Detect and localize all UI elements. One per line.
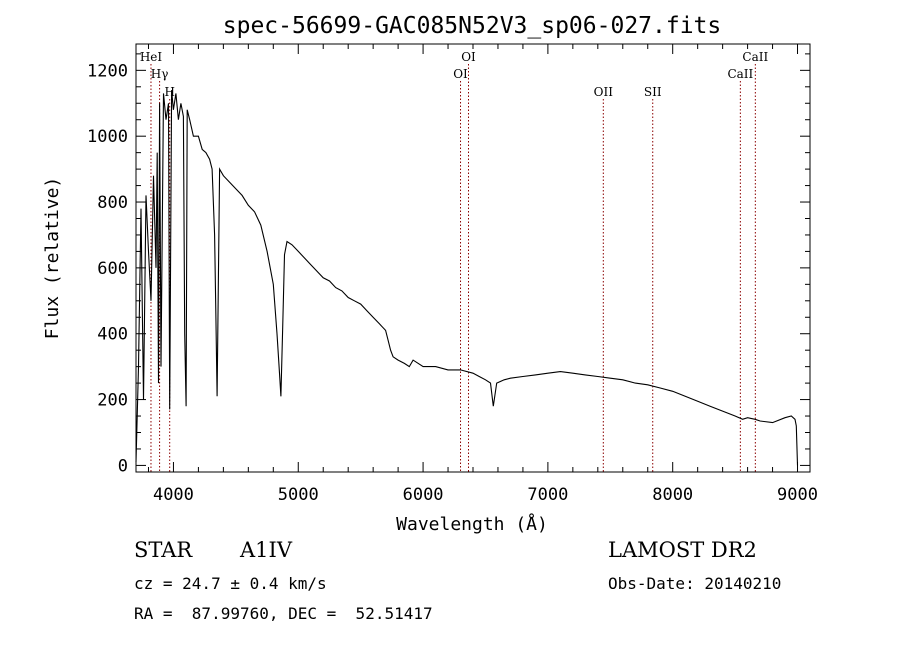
y-tick-label: 800 — [97, 193, 128, 213]
line-marker-label: OII — [594, 85, 614, 99]
plot-frame — [135, 43, 811, 473]
line-marker-label: CaII — [727, 67, 753, 81]
line-marker-label: OI — [461, 50, 476, 64]
line-marker-label: H — [164, 85, 174, 99]
x-tick-label: 4000 — [153, 485, 194, 505]
y-tick-label: 1000 — [87, 127, 128, 147]
x-tick-label: 8000 — [652, 485, 693, 505]
object-class: STAR — [134, 538, 193, 562]
line-marker-label: CaII — [742, 50, 768, 64]
line-marker-label: OI — [453, 67, 468, 81]
line-marker-label: Hγ — [151, 67, 169, 81]
y-axis: 0 200 400 600 800 1000 1200 — [87, 53, 810, 476]
y-axis-label: Flux (relative) — [42, 177, 63, 340]
y-tick-label: 600 — [97, 259, 128, 279]
line-marker-label: HeI — [140, 50, 163, 64]
x-tick-label: 9000 — [777, 485, 818, 505]
x-axis-label: Wavelength (Å) — [396, 513, 548, 535]
chart-title: spec-56699-GAC085N52V3_sp06-027.fits — [223, 13, 722, 39]
x-tick-label: 7000 — [527, 485, 568, 505]
obs-date: Obs-Date: 20140210 — [608, 574, 782, 593]
subclass: A1IV — [240, 538, 292, 562]
y-tick-label: 400 — [97, 325, 128, 345]
spectrum-line — [135, 90, 799, 466]
x-tick-label: 6000 — [403, 485, 444, 505]
redshift-cz: cz = 24.7 ± 0.4 km/s — [134, 574, 327, 593]
emission-line-markers: HeI Hγ H OI OI OII SII CaII CaII — [140, 50, 768, 472]
x-tick-label: 5000 — [278, 485, 319, 505]
x-axis: 4000 5000 6000 7000 8000 9000 — [147, 44, 818, 505]
line-marker-label: SII — [644, 85, 662, 99]
y-tick-label: 1200 — [87, 61, 128, 81]
y-tick-label: 0 — [118, 456, 128, 476]
y-tick-label: 200 — [97, 391, 128, 411]
coordinates: RA = 87.99760, DEC = 52.51417 — [134, 604, 433, 623]
survey-name: LAMOST DR2 — [608, 538, 757, 562]
